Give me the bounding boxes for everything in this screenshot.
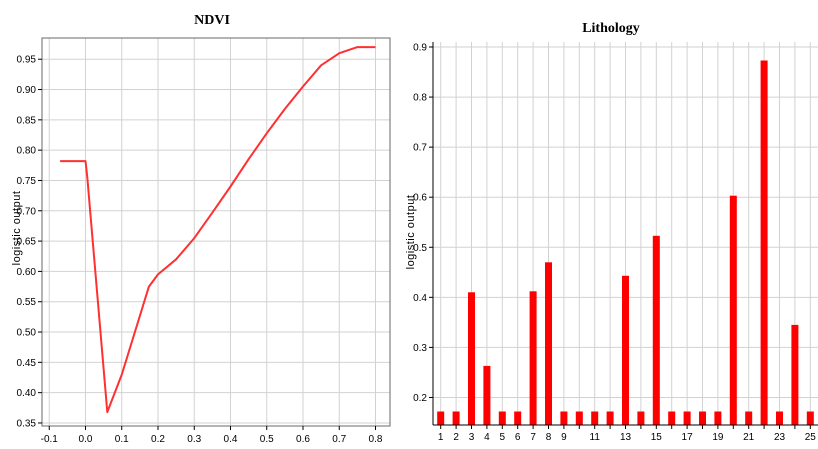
ndvi-x-tick-label: 0.0 xyxy=(79,434,93,445)
lithology-bar xyxy=(699,411,706,425)
ndvi-x-tick-label: 0.7 xyxy=(332,434,346,445)
lithology-x-tick-label: 7 xyxy=(530,432,536,443)
ndvi-y-tick-label: 0.90 xyxy=(17,85,37,96)
lithology-x-tick-label: 23 xyxy=(774,432,786,443)
lithology-x-tick-label: 1 xyxy=(438,432,444,443)
lithology-bar xyxy=(468,292,475,425)
lithology-bar xyxy=(637,411,645,425)
lithology-y-tick-label: 0.2 xyxy=(413,393,427,404)
lithology-x-tick-label: 5 xyxy=(500,432,506,443)
lithology-x-tick-label: 4 xyxy=(484,432,490,443)
ndvi-y-tick-label: 0.70 xyxy=(17,206,37,217)
ndvi-y-tick-label: 0.45 xyxy=(17,358,37,369)
lithology-bar xyxy=(514,411,522,425)
lithology-title: Lithology xyxy=(582,21,640,36)
lithology-bar xyxy=(483,365,491,425)
lithology-x-tick-label: 6 xyxy=(515,432,521,443)
ndvi-y-tick-label: 0.65 xyxy=(17,237,37,248)
ndvi-x-tick-label: 0.5 xyxy=(260,434,274,445)
ndvi-y-tick-label: 0.50 xyxy=(17,328,37,339)
ndvi-series-line xyxy=(60,46,376,414)
ndvi-plot-frame xyxy=(41,37,391,427)
lithology-bar xyxy=(683,411,691,425)
lithology-y-tick-label: 0.7 xyxy=(413,143,427,154)
lithology-bars xyxy=(437,60,814,425)
lithology-x-tick-label: 11 xyxy=(590,432,601,443)
lithology-bar xyxy=(606,411,614,425)
ndvi-chart: NDVI -0.1 0.0 0.1 0.2 0.3 0.4 0.5 0.6 0.7 0.8 0.35… xyxy=(11,13,391,445)
ndvi-y-tick-label: 0.55 xyxy=(17,297,37,308)
lithology-bar xyxy=(668,411,676,425)
lithology-bar xyxy=(575,411,583,425)
ndvi-grid xyxy=(42,38,390,426)
ndvi-y-tick-label: 0.85 xyxy=(17,115,37,126)
lithology-x-tick-label: 21 xyxy=(743,432,755,443)
lithology-y-tick-label: 0.9 xyxy=(413,43,427,54)
lithology-bar xyxy=(452,411,460,425)
lithology-bar xyxy=(498,411,506,425)
ndvi-x-tick-label: 0.8 xyxy=(369,434,383,445)
lithology-bar xyxy=(437,411,445,425)
lithology-bar xyxy=(529,291,537,425)
lithology-y-tick-label: 0.3 xyxy=(413,343,427,354)
lithology-x-tick-label: 3 xyxy=(469,432,475,443)
lithology-x-tick-label: 9 xyxy=(561,432,567,443)
lithology-y-tick-label: 0.5 xyxy=(413,243,427,254)
lithology-x-tick-label: 19 xyxy=(712,432,724,443)
lithology-y-tick-label: 0.8 xyxy=(413,93,427,104)
lithology-x-tick-label: 25 xyxy=(805,432,817,443)
lithology-bar xyxy=(622,275,629,425)
ndvi-y-axis-label: logistic output xyxy=(11,191,23,266)
lithology-y-tick-label: 0.4 xyxy=(413,293,427,304)
ndvi-x-tick-label: -0.1 xyxy=(41,434,59,445)
ndvi-ticks: -0.1 0.0 0.1 0.2 0.3 0.4 0.5 0.6 0.7 0.8 0.35 0.40 0… xyxy=(17,55,383,445)
lithology-x-tick-label: 2 xyxy=(453,432,459,443)
lithology-bar xyxy=(545,262,552,425)
lithology-bar xyxy=(729,195,737,425)
lithology-bar xyxy=(760,60,768,425)
lithology-ticks: 0.20.30.40.50.60.70.80.91 2 3 4 5 6 7 8 9 11 13 15 1… xyxy=(413,43,816,443)
ndvi-y-tick-label: 0.40 xyxy=(17,388,37,399)
lithology-x-tick-label: 8 xyxy=(546,432,552,443)
ndvi-x-tick-label: 0.2 xyxy=(151,434,165,445)
lithology-y-axis-label: logistic output xyxy=(405,195,417,270)
lithology-bar xyxy=(806,411,814,425)
lithology-chart: Lithology 0.20.30.40.50.60.70.80.91 2 3 4 5 6… xyxy=(405,21,818,443)
ndvi-y-tick-label: 0.75 xyxy=(17,176,37,187)
ndvi-x-tick-label: 0.3 xyxy=(187,434,201,445)
ndvi-y-tick-label: 0.35 xyxy=(17,418,37,429)
lithology-bar xyxy=(560,411,568,425)
lithology-bar xyxy=(776,411,783,425)
lithology-y-tick-label: 0.6 xyxy=(413,193,427,204)
ndvi-x-tick-label: 0.4 xyxy=(224,434,238,445)
ndvi-y-tick-label: 0.95 xyxy=(17,55,37,66)
lithology-bar xyxy=(745,411,753,425)
lithology-x-tick-label: 17 xyxy=(682,432,694,443)
ndvi-x-tick-label: 0.6 xyxy=(296,434,310,445)
lithology-bar xyxy=(714,411,722,425)
lithology-x-tick-label: 13 xyxy=(620,432,632,443)
lithology-bar xyxy=(652,235,660,425)
ndvi-title: NDVI xyxy=(194,13,230,28)
ndvi-x-tick-label: 0.1 xyxy=(115,434,129,445)
lithology-bar xyxy=(591,411,599,425)
lithology-x-tick-label: 15 xyxy=(651,432,663,443)
ndvi-y-tick-label: 0.60 xyxy=(17,267,37,278)
lithology-bar xyxy=(791,324,799,425)
ndvi-y-tick-label: 0.80 xyxy=(17,146,37,157)
